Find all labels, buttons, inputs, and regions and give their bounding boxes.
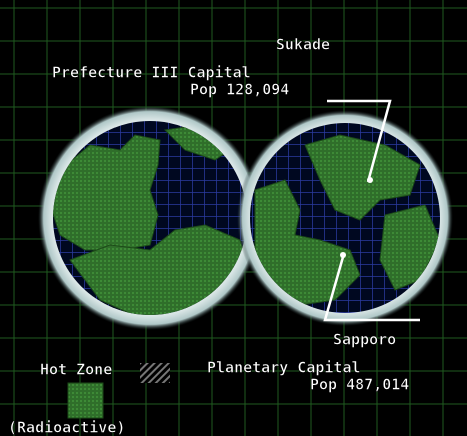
city-population: Pop 128,094 (190, 81, 289, 99)
city-role: Planetary Capital (207, 359, 361, 377)
city-marker[interactable] (340, 252, 346, 258)
legend-swatch (67, 382, 104, 419)
city-role: Prefecture III Capital (52, 64, 251, 82)
legend-hatch (140, 363, 170, 383)
legend-note: (Radioactive) (8, 419, 125, 436)
globe-west (38, 106, 262, 330)
city-name: Sapporo (333, 331, 396, 349)
continent (304, 134, 421, 221)
globe-east (237, 110, 453, 326)
city-name: Sukade (276, 36, 330, 54)
leader-line (327, 99, 392, 183)
legend-label: Hot Zone (40, 361, 112, 379)
leader-line (323, 256, 420, 322)
continent (53, 134, 161, 251)
city-population: Pop 487,014 (310, 376, 409, 394)
